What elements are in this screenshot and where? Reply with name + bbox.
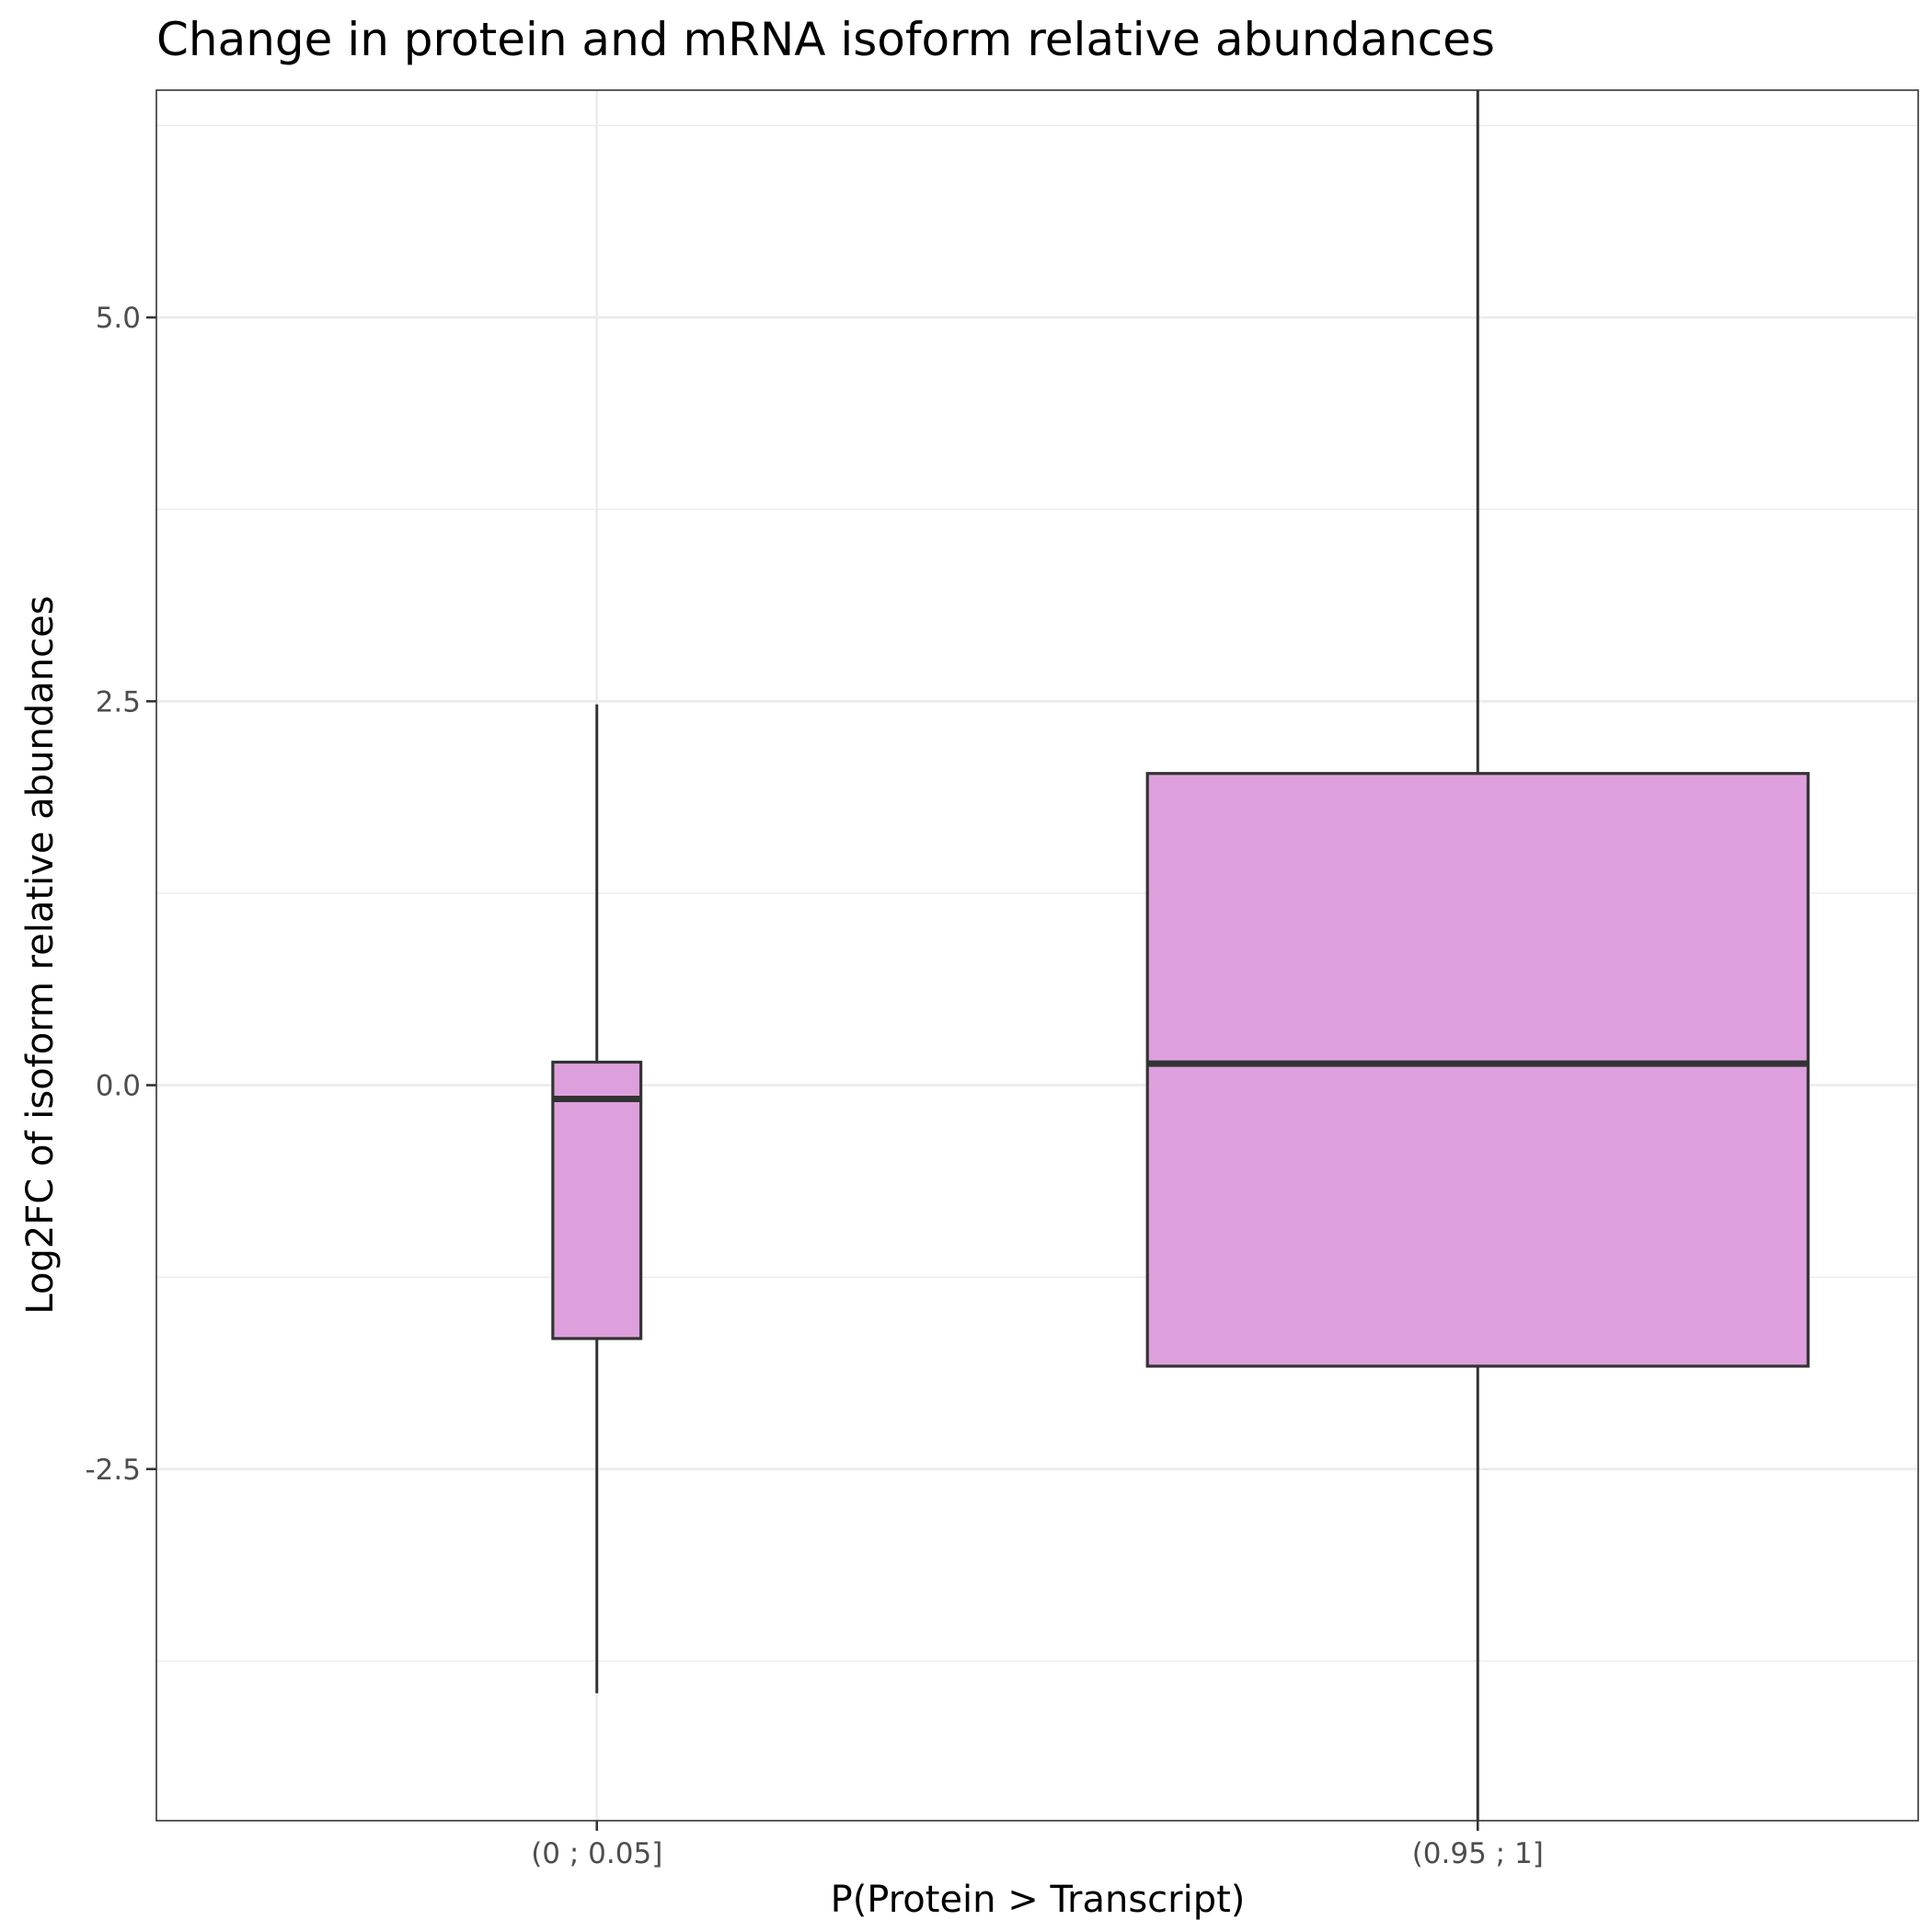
- y-tick-label: -2.5: [86, 1454, 142, 1487]
- box-group: [551, 704, 643, 1694]
- x-tick-label: (0.95 ; 1]: [1412, 1837, 1544, 1870]
- y-tick-label: 2.5: [96, 685, 141, 719]
- axes: -2.5 0.0 2.5 5.0 (0 ; 0.05] (0.95 ; 1]: [86, 302, 1544, 1870]
- x-axis-title: P(Protein > Transcript): [831, 1879, 1246, 1921]
- iqr-box: [1145, 772, 1810, 1368]
- box-group: [1145, 90, 1810, 1821]
- y-axis-title: Log2FC of isoform relative abundances: [19, 595, 62, 1314]
- y-tick-label: 0.0: [96, 1070, 141, 1103]
- iqr-box: [551, 1060, 643, 1340]
- chart-title: Change in protein and mRNA isoform relat…: [156, 13, 1495, 66]
- box-series: [551, 90, 1810, 1821]
- panel-border: [155, 89, 1919, 1822]
- y-tick-label: 5.0: [96, 302, 141, 335]
- x-tick-label: (0 ; 0.05]: [531, 1837, 662, 1870]
